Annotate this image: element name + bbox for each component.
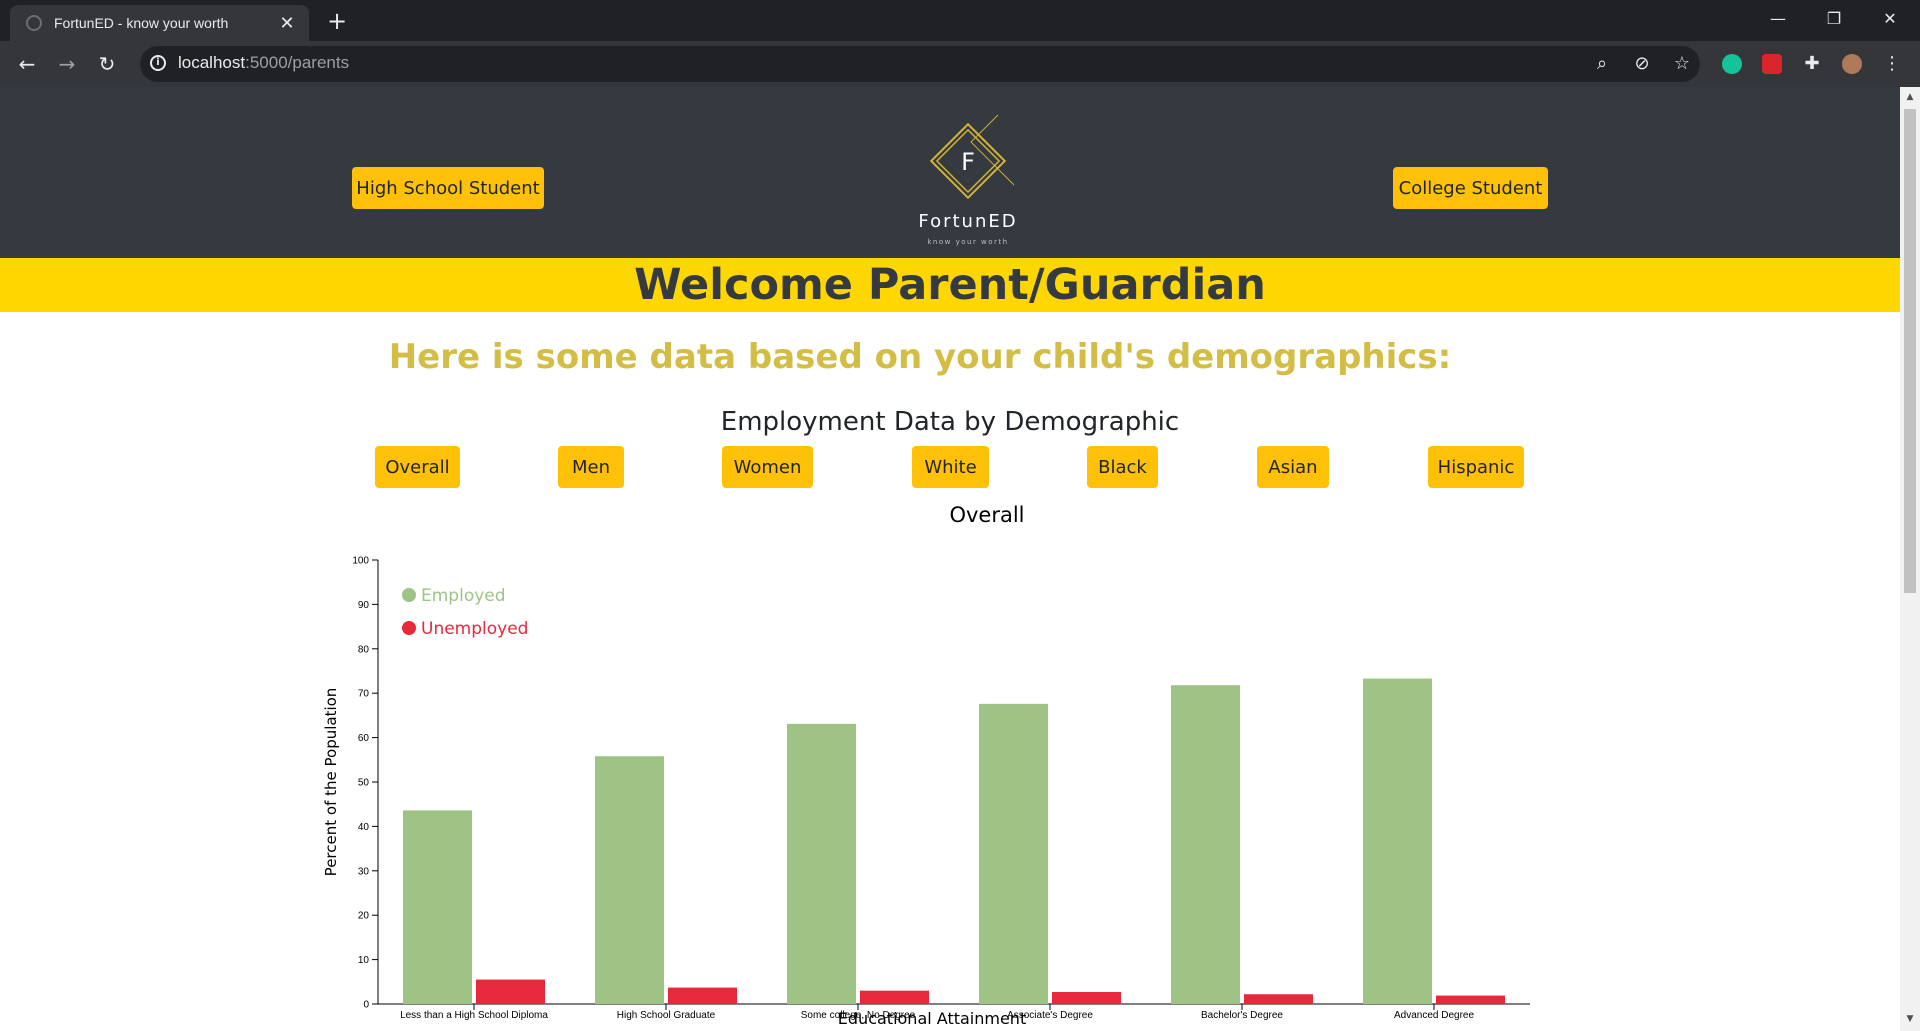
chart-title: Overall [949,503,1024,527]
tab-close-icon[interactable]: ✕ [279,12,295,34]
y-tick-label: 60 [358,733,370,744]
x-tick-label: Less than a High School Diploma [400,1010,548,1021]
bar-employed [403,810,472,1004]
tab-favicon-icon [26,15,42,31]
welcome-banner: Welcome Parent/Guardian [0,258,1900,312]
reload-icon[interactable]: ↻ [98,52,116,76]
profile-avatar[interactable] [1842,54,1862,74]
y-tick-label: 90 [358,600,370,611]
vertical-scrollbar[interactable]: ▲ ▼ [1900,87,1920,1031]
url-text[interactable]: localhost:5000/parents [178,53,349,73]
tracking-icon[interactable]: ⊘ [1634,53,1650,74]
y-tick-label: 0 [363,1000,369,1011]
filter-black-button[interactable]: Black [1087,446,1158,488]
grammarly-extension-icon[interactable] [1722,54,1742,74]
browser-tab-bar: FortunED - know your worth ✕ + — ❐ ✕ [0,0,1920,41]
filter-women-button[interactable]: Women [722,446,813,488]
filter-white-button[interactable]: White [912,446,989,488]
x-tick-label: Bachelor's Degree [1201,1010,1283,1021]
back-icon[interactable]: ← [18,52,36,76]
filter-hispanic-button[interactable]: Hispanic [1428,446,1524,488]
close-window-icon[interactable]: ✕ [1883,9,1897,28]
y-tick-label: 10 [358,955,370,966]
bar-employed [1171,685,1240,1004]
legend-label-employed: Employed [421,586,506,606]
y-axis-label: Percent of the Population [322,688,340,877]
site-header: High School Student F FortunED know your… [0,87,1900,258]
filter-overall-button[interactable]: Overall [375,446,460,488]
filter-men-button[interactable]: Men [558,446,624,488]
y-tick-label: 100 [352,556,369,567]
browser-tab[interactable]: FortunED - know your worth ✕ [10,5,309,41]
scroll-down-icon[interactable]: ▼ [1906,1014,1914,1024]
filter-asian-button[interactable]: Asian [1257,446,1329,488]
forward-icon[interactable]: → [58,52,76,76]
bar-employed [1363,678,1432,1004]
high-school-student-button[interactable]: High School Student [352,167,544,209]
y-tick-label: 80 [358,644,370,655]
scroll-up-icon[interactable]: ▲ [1906,92,1914,102]
y-tick-label: 30 [358,866,370,877]
x-tick-label: Advanced Degree [1394,1010,1474,1021]
restore-icon[interactable]: ❐ [1826,9,1842,28]
legend-swatch-employed [402,588,416,602]
lastpass-extension-icon[interactable] [1762,54,1782,74]
chart-heading: Employment Data by Demographic [720,407,1180,437]
url-host: localhost [178,53,246,72]
url-path: :5000/parents [245,53,350,72]
fortuned-logo-icon: F [929,115,1014,200]
zoom-icon[interactable]: ⌕ [1596,53,1608,74]
new-tab-icon[interactable]: + [326,7,348,35]
y-tick-label: 40 [358,822,370,833]
bar-unemployed [668,987,737,1004]
bar-unemployed [1052,992,1121,1004]
x-tick-label: High School Graduate [617,1010,716,1021]
bar-unemployed [1244,994,1313,1004]
bar-unemployed [1436,995,1505,1004]
logo-letter: F [961,148,975,176]
scrollbar-thumb[interactable] [1904,109,1916,593]
bar-employed [979,703,1048,1004]
tab-title: FortunED - know your worth [54,15,229,31]
logo-name: FortunED [918,211,1018,232]
bookmark-star-icon[interactable]: ☆ [1673,53,1691,74]
chrome-menu-icon[interactable]: ⋮ [1883,53,1901,74]
logo-tagline: know your worth [927,238,1009,246]
extensions-puzzle-icon[interactable]: ✚ [1804,53,1820,74]
legend-swatch-unemployed [402,621,416,635]
employment-bar-chart: 0 10 20 30 40 50 60 70 80 90 100 Less than a High S… [322,503,1530,1027]
browser-toolbar: ← → ↻ [0,41,1920,87]
site-info-icon[interactable]: i [150,55,166,71]
y-tick-label: 70 [358,689,370,700]
x-tick-label: Associate's Degree [1007,1010,1093,1021]
bar-employed [595,756,664,1004]
page-title: Welcome Parent/Guardian [634,260,1266,310]
address-bar[interactable] [140,46,1700,82]
bar-employed [787,723,856,1004]
y-tick-label: 20 [358,911,370,922]
page-viewport: High School Student F FortunED know your… [0,87,1900,1031]
college-student-button[interactable]: College Student [1393,167,1548,209]
x-tick-label: Some college, No Degree [801,1010,916,1021]
legend-label-unemployed: Unemployed [421,619,528,639]
y-tick-label: 50 [358,778,370,789]
x-axis-label: Educational Attainment [838,1009,1026,1027]
bar-unemployed [860,990,929,1004]
demographics-subtitle: Here is some data based on your child's … [388,337,1452,377]
minimize-icon[interactable]: — [1770,9,1786,28]
bar-unemployed [476,979,545,1004]
